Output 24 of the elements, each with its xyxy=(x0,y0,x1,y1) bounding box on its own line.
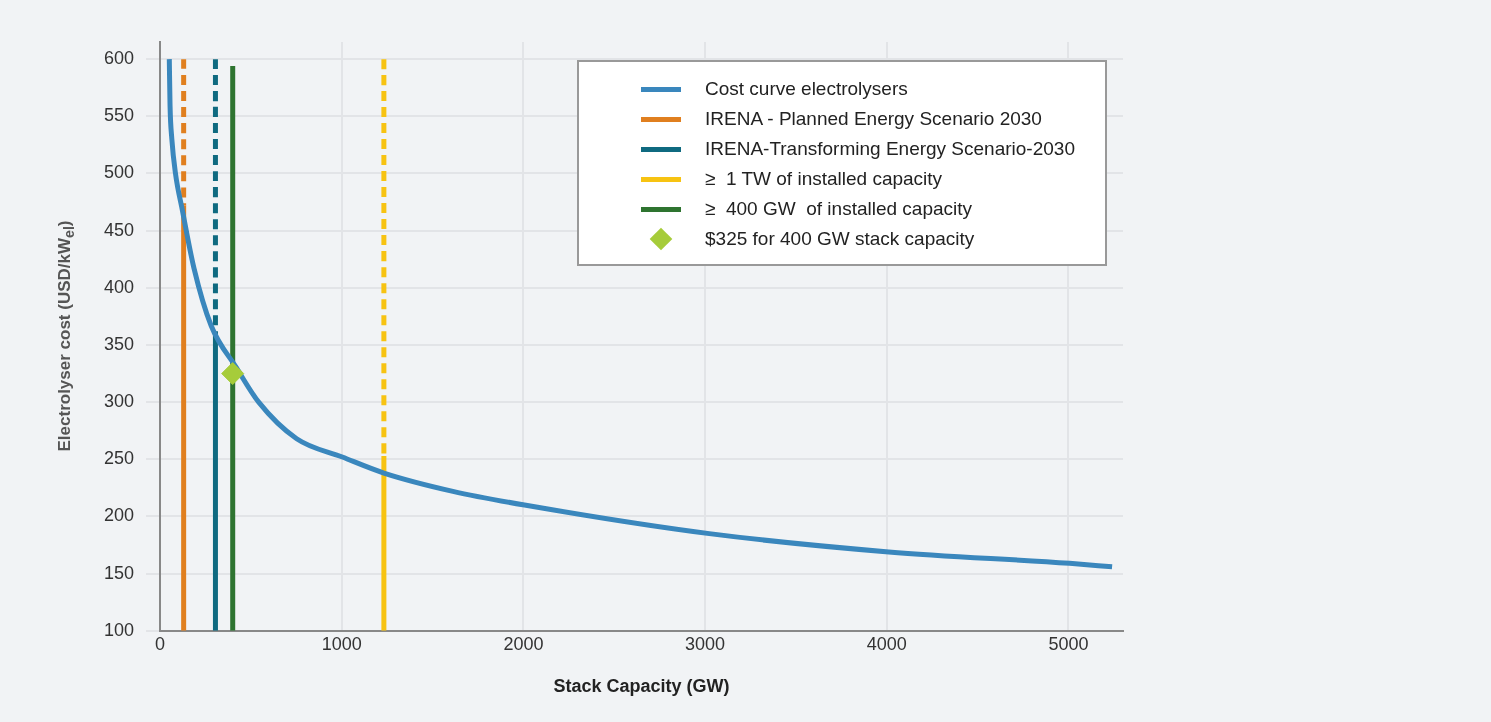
legend-label: ≥ 1 TW of installed capacity xyxy=(705,168,943,190)
legend-label: IRENA - Planned Energy Scenario 2030 xyxy=(705,108,1042,130)
legend-label: $325 for 400 GW stack capacity xyxy=(705,228,975,250)
legend-label: IRENA-Transforming Energy Scenario-2030 xyxy=(705,138,1075,160)
y-tick-label: 600 xyxy=(103,48,135,69)
x-axis-title: Stack Capacity (GW) xyxy=(553,676,730,697)
y-tick-label: 200 xyxy=(103,505,135,526)
x-tick-label: 3000 xyxy=(685,633,726,654)
legend-label: ≥ 400 GW of installed capacity xyxy=(705,198,973,220)
y-tick-label: 550 xyxy=(103,105,135,126)
y-tick-label: 400 xyxy=(103,276,135,297)
x-tick-label: 1000 xyxy=(321,633,362,654)
y-tick-label: 250 xyxy=(103,448,135,469)
y-tick-label: 500 xyxy=(103,162,135,183)
x-tick-label: 0 xyxy=(155,633,166,654)
y-tick-label: 150 xyxy=(103,562,135,583)
x-tick-label: 4000 xyxy=(866,633,907,654)
y-tick-label: 100 xyxy=(103,619,135,640)
x-tick-label: 5000 xyxy=(1048,633,1089,654)
y-tick-label: 300 xyxy=(103,391,135,412)
x-tick-label: 2000 xyxy=(503,633,544,654)
legend-label: Cost curve electrolysers xyxy=(705,78,908,100)
y-tick-label: 350 xyxy=(103,333,135,354)
y-tick-label: 450 xyxy=(103,219,135,240)
